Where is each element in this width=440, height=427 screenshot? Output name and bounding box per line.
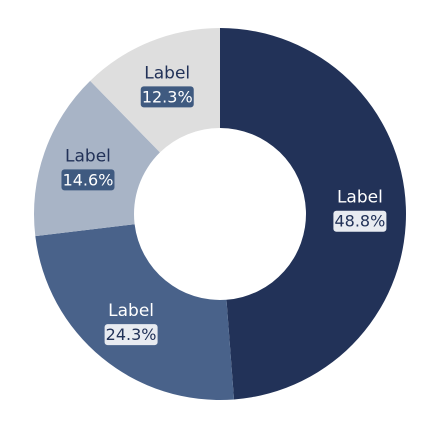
- slice-label-2: Label: [65, 146, 111, 166]
- donut-labels: Label 48.8% Label 24.3% Label 14.6% Label 12.3%: [61, 63, 387, 346]
- slice-value-badge-0: [333, 210, 387, 232]
- donut-slice-1: [35, 224, 235, 400]
- donut-slice-0: [220, 27, 407, 400]
- slice-value-1: 24.3%: [106, 325, 157, 344]
- donut-slices: [34, 27, 407, 400]
- donut-slice-2: [34, 80, 160, 237]
- slice-value-3: 12.3%: [142, 87, 193, 106]
- slice-label-3: Label: [144, 63, 190, 83]
- slice-value-badge-2: [61, 169, 115, 191]
- slice-label-0: Label: [337, 188, 383, 208]
- slice-value-badge-3: [140, 86, 194, 108]
- slice-value-badge-1: [104, 324, 158, 346]
- slice-value-0: 48.8%: [334, 212, 385, 231]
- slice-label-1: Label: [108, 301, 154, 321]
- slice-value-2: 14.6%: [63, 170, 114, 189]
